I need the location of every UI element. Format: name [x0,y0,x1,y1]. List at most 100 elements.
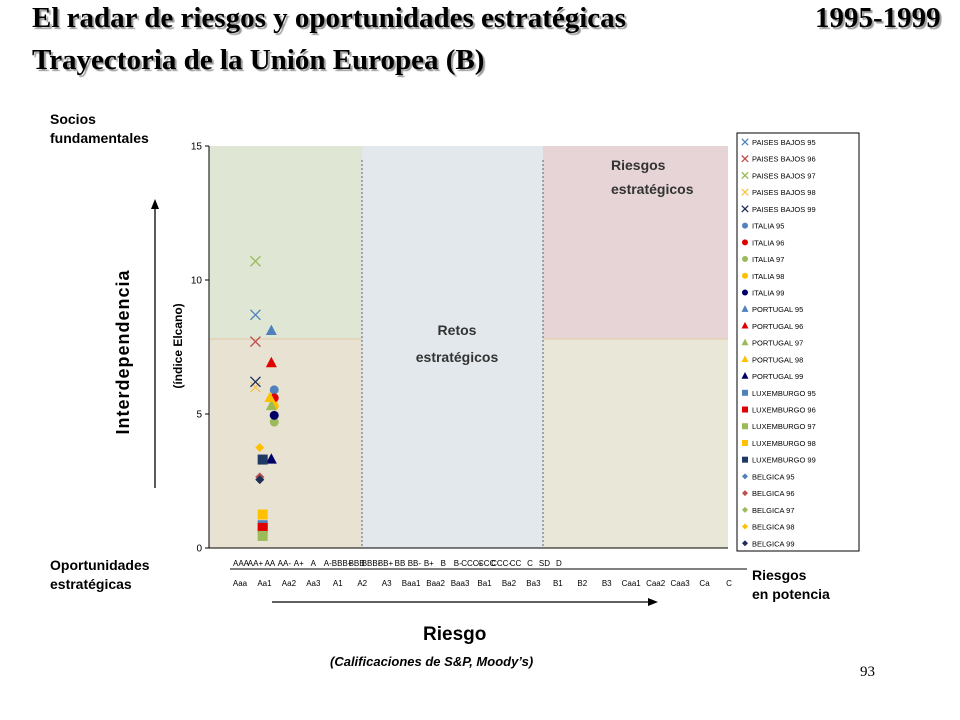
y-axis-title: Interdependencia [113,269,133,434]
data-point [255,443,265,452]
legend-label: PAISES BAJOS 97 [752,171,816,180]
legend-marker [742,523,748,530]
legend-marker [741,321,749,329]
data-point [249,336,261,348]
legend-label: BELGICA 97 [752,506,795,515]
legend-label: PAISES BAJOS 98 [752,188,816,197]
legend-marker [742,423,748,430]
legend-label: PORTUGAL 96 [752,322,803,331]
x-label-sp: CCC [478,559,496,568]
legend-label: LUXEMBURGO 98 [752,439,816,448]
x-arrow-head [648,598,658,606]
x-label-moodys: Ba3 [526,579,541,588]
zone-label-riesgos-estrategicos: Riesgos [611,157,666,173]
x-label-sp: BBB- [362,559,381,568]
x-label-moodys: A2 [357,579,367,588]
data-point [257,509,268,520]
x-label-sp: SD [539,559,550,568]
x-axis-title: Riesgo [423,624,487,645]
legend-marker [741,372,749,379]
legend-label: LUXEMBURGO 96 [752,406,816,415]
legend-marker [742,222,748,229]
x-label-sp: A+ [294,559,304,568]
x-label-moodys: Aa3 [306,579,321,588]
page-number: 93 [860,664,875,680]
legend-label: BELGICA 98 [752,523,795,532]
x-label-sp: AA+ [248,559,264,568]
slide-period: 1995-1999 [815,2,941,34]
data-point [264,391,276,403]
x-label-sp: BB [395,559,406,568]
data-point [269,385,279,395]
legend-marker [741,205,749,213]
x-label-moodys: Ba1 [477,579,492,588]
zone-label-retos: estratégicos [416,349,499,365]
legend-label: LUXEMBURGO 99 [752,456,816,465]
legend-label: LUXEMBURGO 97 [752,422,816,431]
legend-marker [742,490,748,497]
x-label-sp: CCC+ [461,559,483,568]
data-point [265,356,277,368]
legend-label: PAISES BAJOS 95 [752,138,816,147]
x-label-sp: A- [324,559,332,568]
legend-marker [742,289,748,296]
legend-marker [742,406,748,413]
label-oportunidades-estrategicas: Oportunidades estratégicas [50,557,150,592]
legend-marker [741,155,749,163]
zone-retos [362,146,543,548]
legend-marker [741,188,749,196]
legend-marker [741,355,749,362]
x-label-moodys: A1 [333,579,343,588]
legend-label: BELGICA 96 [752,489,795,498]
legend-marker [742,239,748,246]
legend-marker [741,171,749,180]
x-label-sp: CCC- [491,559,511,568]
x-label-sp: B- [454,559,462,568]
data-point [249,381,261,393]
data-point [249,376,261,388]
x-label-sp: D [556,559,562,568]
y-tick-label: 15 [191,142,203,153]
x-label-moodys: Baa1 [402,579,421,588]
data-point [249,309,261,321]
legend-label: ITALIA 96 [752,238,784,247]
x-label-moodys: Caa2 [646,579,666,588]
zone-potencia [543,338,728,548]
data-point [265,399,277,411]
legend-label: ITALIA 98 [752,272,784,281]
data-point [265,324,277,336]
x-label-moodys: Aa1 [257,579,272,588]
x-label-moodys: B2 [577,579,587,588]
data-point [269,410,279,420]
x-label-sp: A [311,559,317,568]
legend-marker [742,456,748,463]
legend-marker [742,389,748,396]
legend-marker [741,305,749,312]
data-point [249,255,261,267]
x-label-sp: BB- [408,559,422,568]
y-tick-label: 10 [191,276,203,287]
x-label-sp: AA [265,559,276,568]
y-tick-label: 5 [196,410,202,421]
zone-oportunidades [209,338,362,548]
legend-marker [742,256,748,263]
legend-label: PAISES BAJOS 99 [752,205,816,214]
zone-socios [209,146,362,339]
y-axis-subtitle: (índice Elcano) [171,303,185,388]
data-point [255,475,265,485]
zone-label-riesgos-estrategicos: estratégicos [611,181,694,197]
legend-marker [742,473,748,480]
legend-marker [741,138,749,146]
slide-subtitle: Trayectoria de la Unión Europea (B) [32,44,485,76]
legend-label: BELGICA 95 [752,472,795,481]
x-label-sp: BBB [349,559,365,568]
x-label-moodys: B1 [553,579,563,588]
x-label-moodys: Baa3 [451,579,470,588]
legend-label: PAISES BAJOS 96 [752,155,816,164]
legend-box [736,132,860,552]
x-label-sp: C [527,559,533,568]
x-label-moodys: Baa2 [426,579,445,588]
y-arrow-head [151,199,159,209]
data-point [265,453,277,464]
data-point [257,522,268,533]
